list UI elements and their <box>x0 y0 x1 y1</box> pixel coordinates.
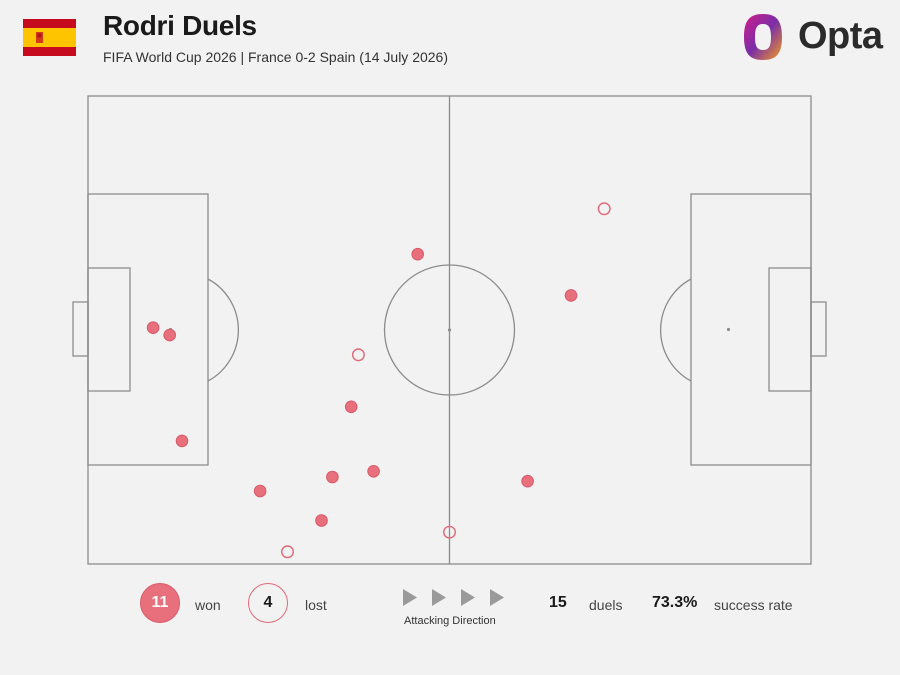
right-goal <box>810 301 827 357</box>
page-title: Rodri Duels <box>103 10 257 41</box>
duel-points <box>146 202 611 559</box>
right-penalty-arc <box>659 278 692 382</box>
duel-won-point <box>411 247 425 261</box>
match-subtitle: FIFA World Cup 2026 | France 0-2 Spain (… <box>103 49 449 65</box>
spain-flag-icon <box>23 19 76 56</box>
centre-spot <box>447 328 452 332</box>
pitch-lines <box>72 95 827 565</box>
won-count-badge: 11 <box>140 583 180 623</box>
left-six-yard-box <box>87 267 131 392</box>
duel-won-point <box>163 328 176 342</box>
duel-won-point <box>521 474 534 488</box>
left-penalty-arc <box>207 278 240 382</box>
attacking-direction-arrows <box>403 589 504 606</box>
duel-won-point <box>367 465 380 478</box>
duel-won-point <box>564 289 578 302</box>
success-rate-label: success rate <box>714 597 793 613</box>
duel-lost-point <box>443 525 457 539</box>
success-rate-value: 73.3% <box>652 594 698 611</box>
duel-won-point <box>175 434 189 448</box>
right-penalty-area <box>690 193 812 466</box>
play-arrow-icon <box>403 589 417 606</box>
won-label: won <box>195 597 221 613</box>
duel-won-point <box>146 321 160 335</box>
duel-won-point <box>326 470 339 484</box>
duel-won-point <box>344 400 358 414</box>
right-six-yard-box <box>768 267 812 392</box>
play-arrow-icon <box>432 589 446 606</box>
left-goal <box>72 301 89 357</box>
duel-lost-point <box>351 348 365 362</box>
play-arrow-icon <box>461 589 475 606</box>
lost-label: lost <box>305 597 327 613</box>
duel-won-point <box>315 514 328 527</box>
attacking-direction-label: Attacking Direction <box>404 615 496 627</box>
duel-won-point <box>253 484 267 498</box>
right-penalty-spot <box>726 327 731 332</box>
duels-count: 15 <box>549 594 567 611</box>
duel-lost-point <box>597 202 611 216</box>
opta-logo-text: Opta <box>798 15 883 57</box>
centre-circle <box>383 264 516 396</box>
duels-label: duels <box>589 597 623 613</box>
duel-lost-point <box>281 545 295 559</box>
play-arrow-icon <box>490 589 504 606</box>
opta-logo <box>744 14 782 60</box>
lost-count-badge: 4 <box>248 583 288 623</box>
